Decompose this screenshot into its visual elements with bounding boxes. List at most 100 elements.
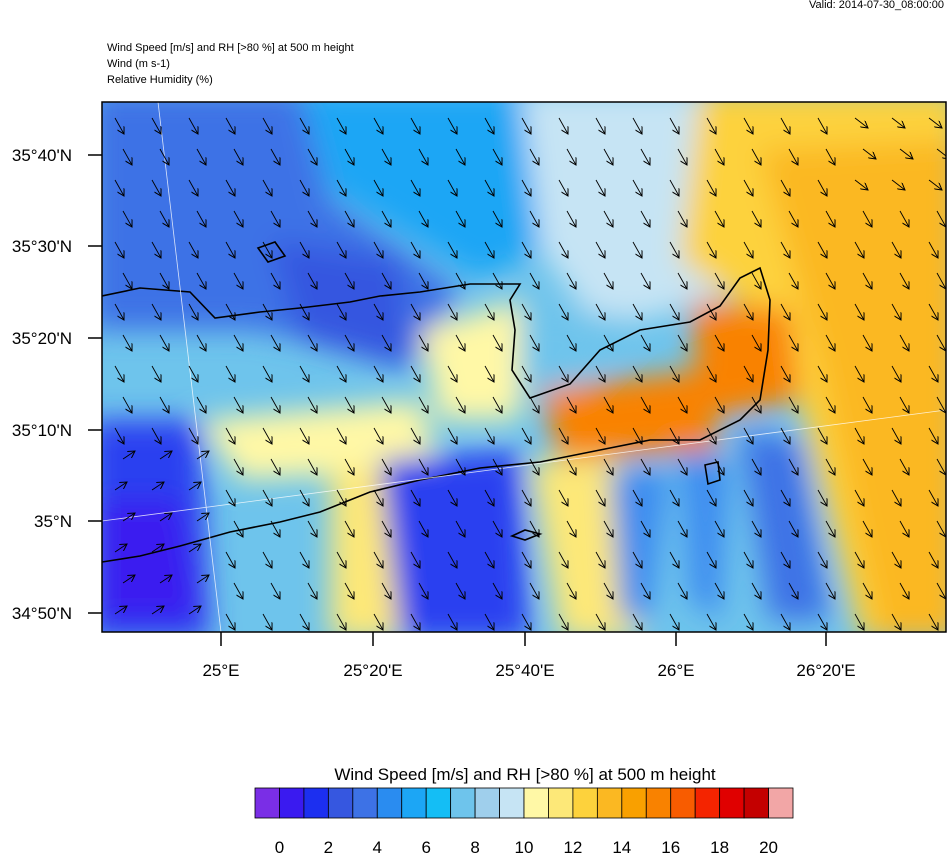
wind-arrow	[714, 334, 724, 351]
wind-arrow	[788, 148, 798, 165]
wind-arrow	[529, 520, 539, 537]
wind-arrow	[492, 396, 502, 413]
colorbar-tick-label: 14	[612, 838, 631, 854]
wind-arrow	[151, 365, 161, 382]
wind-arrow	[307, 582, 317, 599]
wind-arrow	[122, 451, 135, 460]
wind-arrow	[336, 241, 346, 258]
wind-arrow	[455, 582, 465, 599]
wind-arrow	[299, 303, 309, 320]
wind-arrow	[188, 606, 201, 615]
wind-arrow	[891, 241, 901, 258]
wind-arrow	[640, 396, 650, 413]
colorbar-tick-label: 6	[421, 838, 430, 854]
wind-arrow	[188, 365, 198, 382]
wind-arrow	[307, 396, 317, 413]
wind-arrow	[159, 148, 169, 165]
wind-arrow	[418, 272, 428, 289]
colorbar-box	[572, 787, 598, 819]
wind-arrow	[566, 458, 576, 475]
wind-arrow	[521, 427, 531, 444]
wind-arrow	[928, 179, 942, 190]
wind-arrow	[899, 520, 909, 537]
wind-arrow	[936, 334, 946, 351]
wind-arrow	[492, 148, 502, 165]
lon-label: 25°20'E	[343, 661, 402, 680]
wind-arrow	[410, 303, 420, 320]
wind-arrow	[410, 489, 420, 506]
wind-arrow	[344, 148, 354, 165]
colorbar-box	[768, 787, 794, 819]
header-line: Wind Speed [m/s] and RH [>80 %] at 500 m…	[107, 42, 354, 54]
wind-arrow	[714, 458, 724, 475]
wind-arrow	[936, 458, 946, 475]
wind-arrow	[114, 544, 127, 553]
wind-arrow	[299, 427, 309, 444]
colorbar-tick-label: 12	[563, 838, 582, 854]
wind-arrow	[714, 396, 724, 413]
wind-arrow	[669, 117, 679, 134]
wind-arrow	[632, 117, 642, 134]
wind-arrow	[936, 210, 946, 227]
wind-arrow	[159, 272, 169, 289]
wind-arrow	[233, 148, 243, 165]
wind-arrow	[788, 458, 798, 475]
wind-arrow	[336, 179, 346, 196]
wind-arrow	[854, 365, 864, 382]
wind-arrow	[114, 179, 124, 196]
wind-arrow	[373, 179, 383, 196]
lon-label: 26°20'E	[796, 661, 855, 680]
wind-arrow	[455, 148, 465, 165]
wind-arrow	[196, 210, 206, 227]
colorbar-box	[401, 787, 427, 819]
wind-arrow	[521, 489, 531, 506]
wind-arrow	[714, 582, 724, 599]
colorbar-box	[425, 787, 452, 819]
wind-arrow	[603, 458, 613, 475]
lon-label: 26°E	[657, 661, 694, 680]
wind-arrow	[447, 613, 457, 630]
wind-arrow	[225, 303, 235, 320]
wind-arrow	[196, 513, 209, 522]
wind-arrow	[373, 365, 383, 382]
wind-arrow	[706, 489, 716, 506]
wind-arrow	[114, 365, 124, 382]
wind-arrow	[381, 582, 391, 599]
field	[102, 102, 946, 632]
wind-arrow	[862, 396, 872, 413]
wind-arrow	[640, 458, 650, 475]
wind-arrow	[640, 148, 650, 165]
wind-arrow	[418, 520, 428, 537]
wind-arrow	[595, 117, 605, 134]
wind-arrow	[788, 520, 798, 537]
wind-arrow	[521, 551, 531, 568]
wind-arrow	[373, 427, 383, 444]
wind-arrow	[484, 365, 494, 382]
colorbar-title: Wind Speed [m/s] and RH [>80 %] at 500 m…	[334, 765, 716, 784]
wind-arrow	[825, 582, 835, 599]
wind-arrow	[373, 613, 383, 630]
wind-arrow	[262, 427, 272, 444]
wind-arrow	[706, 117, 716, 134]
wind-arrow	[566, 582, 576, 599]
wind-arrow	[418, 458, 428, 475]
wind-arrow	[928, 241, 938, 258]
wind-arrow	[566, 148, 576, 165]
frame	[101, 101, 947, 633]
wind-arrow	[928, 117, 942, 128]
wind-arrow	[484, 303, 494, 320]
wind-arrow	[307, 334, 317, 351]
colorbar-tick-label: 18	[710, 838, 729, 854]
wind-arrow	[936, 148, 946, 159]
wind-arrow	[196, 334, 206, 351]
wind-arrow	[188, 241, 198, 258]
wind-arrow	[558, 179, 568, 196]
wind-arrow	[862, 458, 872, 475]
wind-arrow	[632, 241, 642, 258]
wind-arrow	[529, 334, 539, 351]
wind-arrow	[381, 148, 391, 165]
wind-arrow	[891, 117, 905, 128]
wind-arrow	[159, 575, 172, 584]
wind-arrow	[159, 334, 169, 351]
wind-arrow	[262, 241, 272, 258]
